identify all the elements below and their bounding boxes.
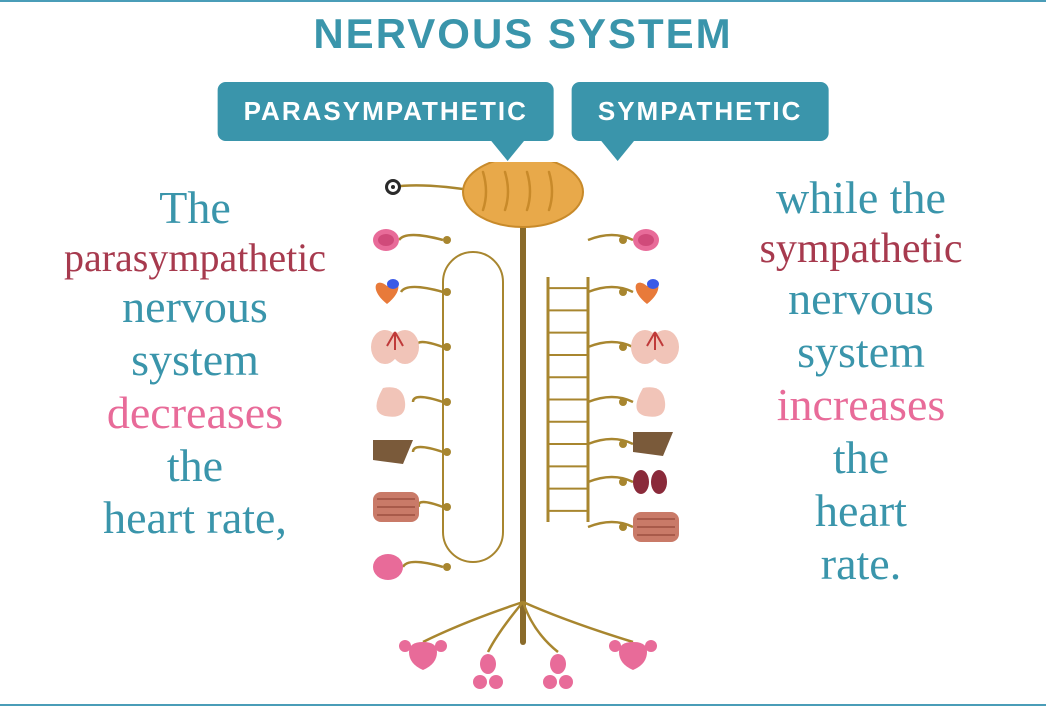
- text-word: sympathetic: [696, 225, 1026, 273]
- text-word: rate.: [696, 538, 1026, 591]
- sympathetic-badge: SYMPATHETIC: [572, 82, 828, 141]
- text-word: heart: [696, 485, 1026, 538]
- text-word: system: [696, 326, 1026, 379]
- text-word: nervous: [696, 273, 1026, 326]
- diagram-svg: [333, 162, 713, 702]
- text-word: system: [30, 334, 360, 387]
- text-word: nervous: [30, 281, 360, 334]
- text-word: the: [30, 440, 360, 493]
- text-word: while the: [696, 172, 1026, 225]
- nervous-system-diagram: [333, 162, 713, 702]
- text-word: decreases: [30, 387, 360, 440]
- right-text-column: while thesympatheticnervoussystemincreas…: [696, 172, 1026, 591]
- text-word: parasympathetic: [30, 235, 360, 281]
- left-text-column: Theparasympatheticnervoussystemdecreases…: [30, 182, 360, 545]
- page-title: NERVOUS SYSTEM: [313, 10, 732, 58]
- badge-row: PARASYMPATHETIC SYMPATHETIC: [218, 82, 829, 141]
- parasympathetic-badge: PARASYMPATHETIC: [218, 82, 554, 141]
- text-word: heart rate,: [30, 492, 360, 545]
- text-word: increases: [696, 379, 1026, 432]
- text-word: The: [30, 182, 360, 235]
- text-word: the: [696, 432, 1026, 485]
